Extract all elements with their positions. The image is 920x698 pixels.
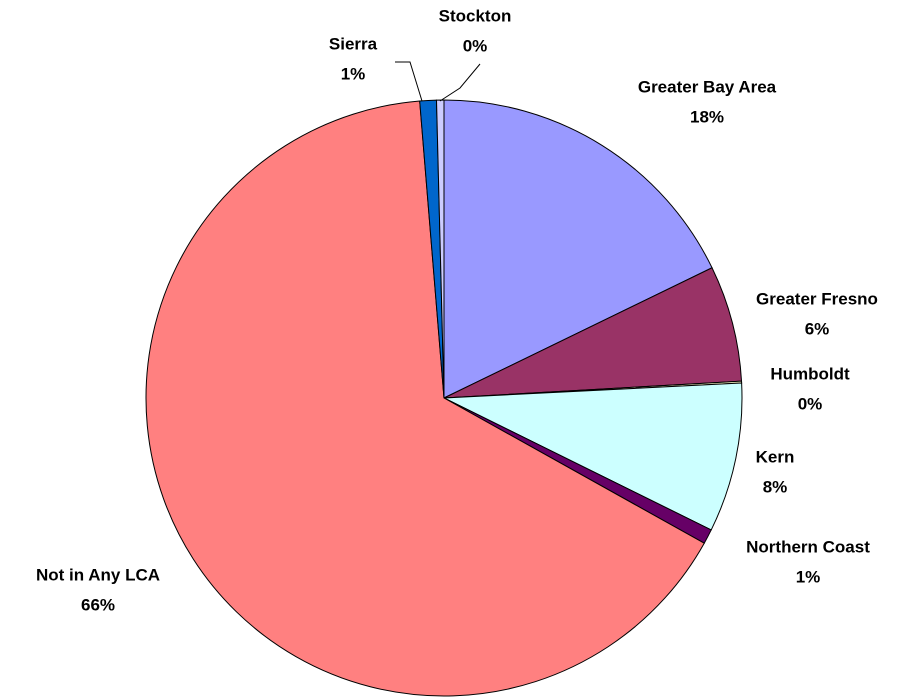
slice-label: Not in Any LCA	[36, 565, 160, 584]
slice-label: Stockton	[439, 6, 512, 25]
pie-slice	[442, 382, 743, 531]
slice-label: Northern Coast	[746, 537, 870, 556]
leader-line	[439, 63, 481, 102]
slice-label: Greater Bay Area	[638, 77, 777, 96]
slice-value-label: 6%	[805, 319, 830, 338]
slice-label: Kern	[756, 447, 795, 466]
slice-label: Sierra	[329, 34, 378, 53]
pie-slice	[435, 99, 445, 399]
slice-value-label: 8%	[763, 477, 788, 496]
slice-label: Humboldt	[770, 364, 850, 383]
pie-slice	[145, 100, 705, 697]
pie-slice	[443, 267, 743, 399]
pie-slice	[443, 99, 713, 399]
slice-value-label: 0%	[798, 394, 823, 413]
slice-label: Greater Fresno	[756, 289, 878, 308]
slice-value-label: 0%	[463, 36, 488, 55]
slice-value-label: 18%	[690, 107, 724, 126]
slice-value-label: 1%	[796, 567, 821, 586]
slice-value-label: 1%	[341, 64, 366, 83]
leader-line	[395, 61, 423, 102]
slice-value-label: 66%	[81, 595, 115, 614]
